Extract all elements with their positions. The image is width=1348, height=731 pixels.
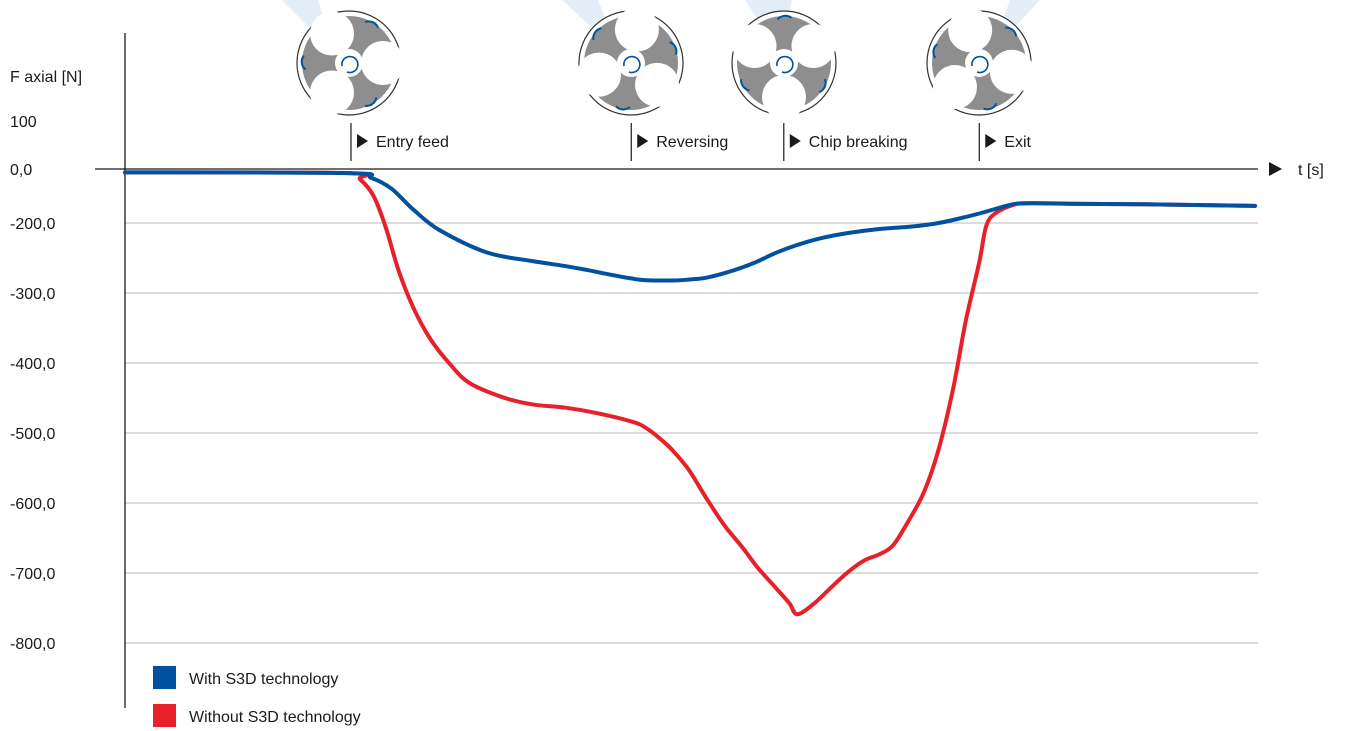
x-axis-label: t [s] xyxy=(1298,162,1324,179)
play-arrow-icon xyxy=(789,134,801,148)
y-tick-label: -500,0 xyxy=(10,426,55,443)
y-tick-label: 100 xyxy=(10,114,37,131)
legend-label-without-s3d: Without S3D technology xyxy=(189,709,361,726)
y-axis-label: F axial [N] xyxy=(10,69,82,86)
y-tick-labels: 100 0,0 -200,0 -300,0 -400,0 -500,0 -600,0 -700… xyxy=(10,114,55,653)
y-tick-label: 0,0 xyxy=(10,162,32,179)
series-line-without-s3d xyxy=(123,170,1257,617)
y-tick-label: -600,0 xyxy=(10,496,55,513)
y-tick-label: -200,0 xyxy=(10,216,55,233)
y-tick-label: -400,0 xyxy=(10,356,55,373)
play-arrow-icon xyxy=(985,134,997,148)
phase-markers: Entry feed Reversing Chip breaking Exit xyxy=(350,123,1032,161)
legend-swatch-with-s3d xyxy=(153,666,176,689)
phase-label: Reversing xyxy=(656,134,728,151)
phase-label: Entry feed xyxy=(376,134,449,151)
tool-icons xyxy=(296,7,1034,119)
y-tick-label: -300,0 xyxy=(10,286,55,303)
series-line-with-s3d xyxy=(123,170,1257,283)
phase-label: Chip breaking xyxy=(809,134,908,151)
y-tick-label: -800,0 xyxy=(10,636,55,653)
legend-swatch-without-s3d xyxy=(153,704,176,727)
drill-cross-section-icon xyxy=(577,7,684,116)
legend: With S3D technology Without S3D technolo… xyxy=(153,666,361,727)
play-arrow-icon xyxy=(357,134,368,148)
phase-label: Exit xyxy=(1004,134,1031,151)
drill-cross-section-icon xyxy=(731,10,837,119)
legend-label-with-s3d: With S3D technology xyxy=(189,671,338,688)
drill-cross-section-icon xyxy=(926,8,1034,116)
drill-cross-section-icon xyxy=(296,10,405,116)
y-tick-label: -700,0 xyxy=(10,566,55,583)
x-axis-arrow-icon xyxy=(1269,162,1282,176)
gridlines xyxy=(95,168,1258,644)
play-arrow-icon xyxy=(637,134,649,148)
series-lines xyxy=(123,170,1257,617)
